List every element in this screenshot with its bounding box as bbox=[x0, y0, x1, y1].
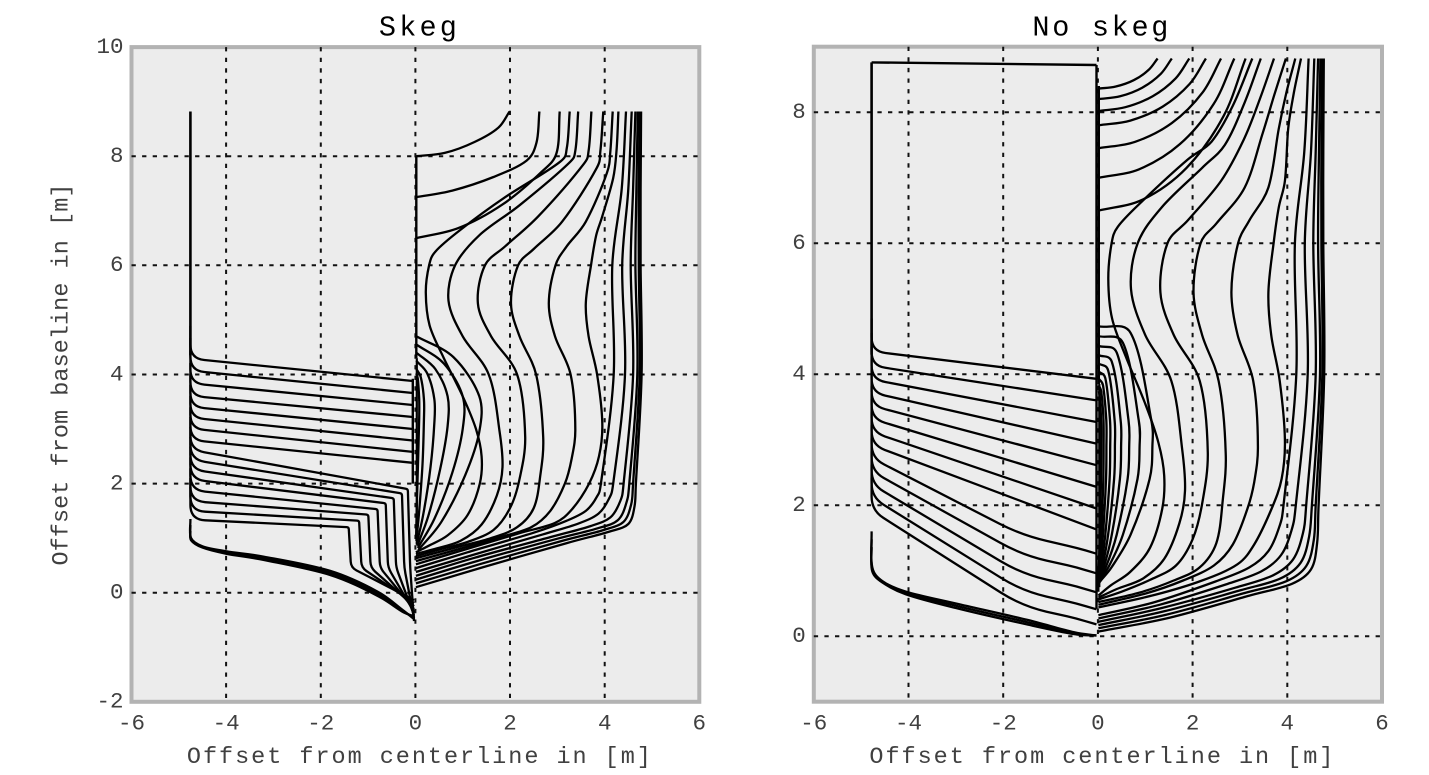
svg-text:0: 0 bbox=[409, 711, 423, 737]
svg-text:4: 4 bbox=[792, 361, 806, 387]
svg-text:4: 4 bbox=[110, 361, 124, 387]
svg-text:0: 0 bbox=[1091, 711, 1105, 737]
svg-text:Offset from baseline in [m]: Offset from baseline in [m] bbox=[49, 184, 76, 566]
svg-text:0: 0 bbox=[792, 623, 806, 649]
svg-text:2: 2 bbox=[503, 711, 517, 737]
svg-text:4: 4 bbox=[1281, 711, 1295, 737]
svg-text:-2: -2 bbox=[990, 711, 1017, 737]
svg-text:-2: -2 bbox=[96, 689, 123, 715]
svg-text:6: 6 bbox=[110, 252, 124, 278]
svg-text:0: 0 bbox=[110, 580, 124, 606]
svg-text:10: 10 bbox=[96, 34, 123, 60]
svg-text:Offset from centerline in [m]: Offset from centerline in [m] bbox=[869, 744, 1333, 771]
svg-text:-4: -4 bbox=[895, 711, 922, 737]
svg-text:-6: -6 bbox=[800, 711, 827, 737]
svg-text:8: 8 bbox=[792, 99, 806, 125]
svg-text:6: 6 bbox=[1375, 711, 1389, 737]
svg-text:2: 2 bbox=[110, 470, 124, 496]
svg-text:-4: -4 bbox=[213, 711, 240, 737]
svg-text:No skeg: No skeg bbox=[1032, 12, 1168, 45]
svg-text:6: 6 bbox=[693, 711, 707, 737]
svg-text:-2: -2 bbox=[307, 711, 334, 737]
svg-text:-6: -6 bbox=[118, 711, 145, 737]
svg-text:8: 8 bbox=[110, 143, 124, 169]
svg-text:Offset from centerline in [m]: Offset from centerline in [m] bbox=[187, 744, 651, 771]
svg-text:2: 2 bbox=[792, 492, 806, 518]
svg-text:2: 2 bbox=[1186, 711, 1200, 737]
svg-text:4: 4 bbox=[598, 711, 612, 737]
svg-text:6: 6 bbox=[792, 230, 806, 256]
